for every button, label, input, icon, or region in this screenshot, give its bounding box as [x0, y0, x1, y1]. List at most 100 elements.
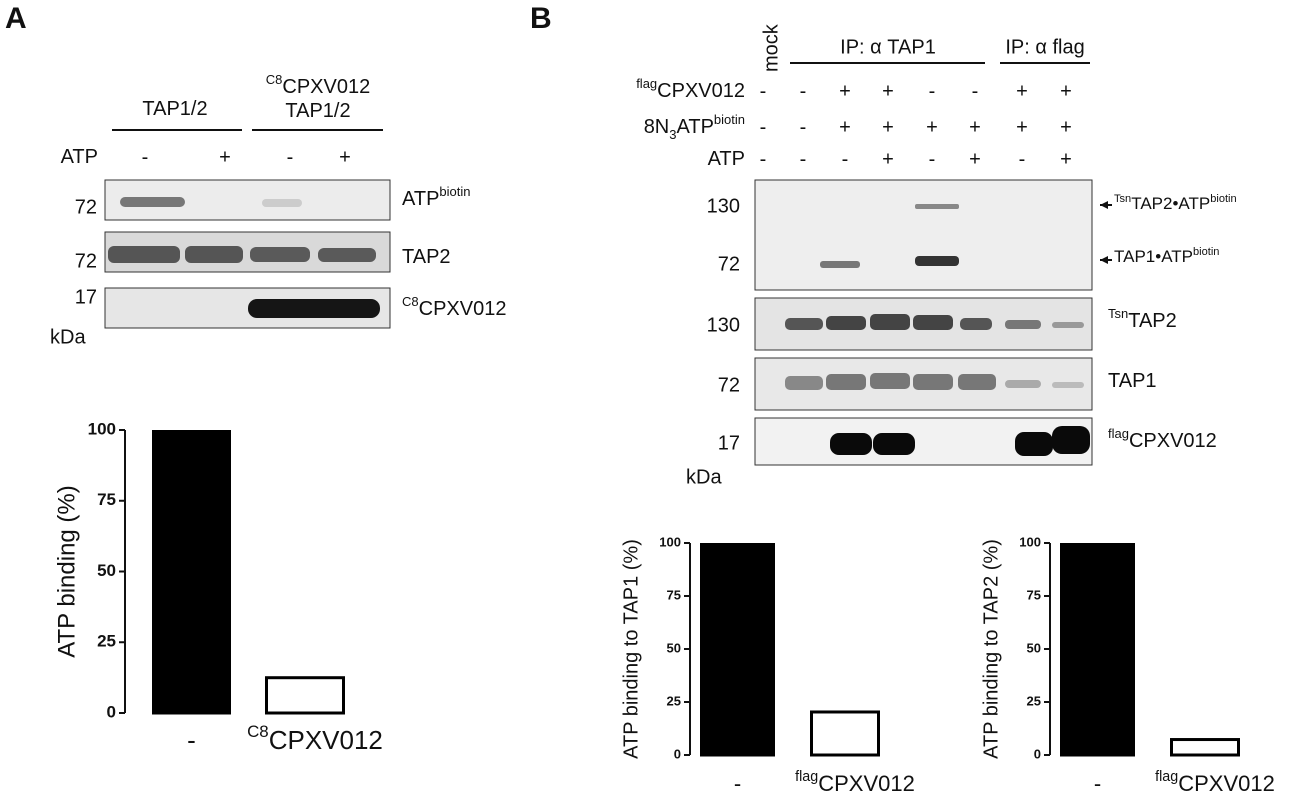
band: [826, 374, 866, 390]
label-part: CPXV012: [269, 725, 383, 755]
label-part: flag: [795, 769, 818, 785]
y-tick-label: 50: [667, 640, 681, 655]
blot-a-art: [104, 129, 391, 329]
x-tick-label: -: [1094, 771, 1101, 796]
label-part: CPXV012: [419, 298, 507, 320]
label-part: CPXV012: [657, 80, 745, 102]
y-tick-label: 0: [107, 702, 116, 721]
y-tick-label: 25: [667, 693, 681, 708]
band: [913, 315, 953, 330]
band: [318, 248, 376, 262]
y-axis-title: ATP binding to TAP1 (%): [620, 539, 642, 759]
sign: +: [882, 80, 894, 102]
label-part: TAP2•ATP: [1131, 194, 1210, 213]
sign: -: [142, 146, 149, 168]
y-tick-label: 25: [1027, 693, 1041, 708]
label-part: ATP: [708, 148, 745, 170]
band: [1005, 320, 1041, 329]
label-part: Tsn: [1114, 193, 1131, 205]
sign: -: [760, 116, 767, 138]
label-part: C8: [402, 294, 419, 309]
band: [915, 256, 959, 266]
label-part: 8N: [644, 116, 670, 138]
sign: +: [882, 148, 894, 170]
x-tick-label: flagCPXV012: [795, 769, 915, 796]
label-part: biotin: [1210, 193, 1236, 205]
y-tick-label: 0: [1034, 746, 1041, 761]
label-part: TAP1/2: [285, 100, 350, 122]
row-label: ATP: [61, 146, 98, 168]
y-tick-label: 75: [97, 490, 116, 509]
band: [873, 433, 915, 455]
x-tick-label: flagCPXV012: [1155, 769, 1275, 796]
marker: 17: [718, 432, 740, 454]
marker: 17: [75, 286, 97, 308]
band: [185, 246, 243, 263]
band: [1015, 432, 1053, 456]
band: [248, 299, 380, 318]
label-part: TAP1•ATP: [1114, 247, 1193, 266]
sign: +: [839, 116, 851, 138]
y-tick-label: 100: [88, 419, 116, 438]
label-part: Tsn: [1108, 306, 1128, 321]
bar: [1060, 543, 1135, 757]
sign: -: [800, 80, 807, 102]
panel-label: A: [5, 2, 27, 35]
band: [830, 433, 872, 455]
sign: -: [972, 80, 979, 102]
unit: kDa: [50, 326, 86, 348]
label-part: CPXV012: [282, 76, 370, 98]
band: [958, 374, 996, 390]
bar: [700, 543, 775, 757]
x-tick-label: -: [734, 771, 741, 796]
group-label: IP: α flag: [1005, 36, 1084, 58]
group-label: IP: α TAP1: [840, 36, 936, 58]
y-tick-label: 75: [667, 587, 681, 602]
sign: +: [219, 146, 231, 168]
sign: +: [882, 116, 894, 138]
band: [913, 374, 953, 390]
band: [785, 318, 823, 330]
y-tick-label: 75: [1027, 587, 1041, 602]
label-part: ATP: [677, 116, 714, 138]
y-tick-label: 0: [674, 746, 681, 761]
panel-label: B: [530, 2, 552, 35]
sign: -: [800, 148, 807, 170]
sign: -: [1019, 148, 1026, 170]
label-part: CPXV012: [1129, 430, 1217, 452]
band-label: ATPbiotin: [402, 184, 471, 210]
marker: 72: [75, 250, 97, 272]
band-label: flagCPXV012: [1108, 426, 1217, 452]
label-part: CPXV012: [1178, 771, 1275, 796]
y-tick-label: 100: [659, 534, 681, 549]
sign: +: [969, 148, 981, 170]
sign: -: [929, 80, 936, 102]
group-label: TAP1/2: [142, 98, 207, 120]
label-part: TAP2: [1128, 310, 1177, 332]
blot: [754, 179, 1093, 291]
bar: [810, 710, 880, 757]
band-label: TAP1•ATPbiotin: [1114, 246, 1219, 267]
x-tick-label: -: [187, 725, 196, 755]
sign: +: [1060, 148, 1072, 170]
x-tick-label: C8CPXV012: [247, 722, 383, 755]
label-part: CPXV012: [818, 771, 915, 796]
label-part: flag: [1108, 426, 1129, 441]
sign: -: [760, 80, 767, 102]
band: [1005, 380, 1041, 388]
label-part: C8: [266, 72, 283, 87]
band: [1052, 382, 1084, 388]
bar: [265, 676, 345, 715]
sign: +: [1016, 80, 1028, 102]
y-tick-label: 50: [97, 561, 116, 580]
band-label: C8CPXV012: [402, 294, 506, 320]
band: [250, 247, 310, 262]
band-label: TAP1: [1108, 370, 1157, 392]
marker: 130: [707, 195, 740, 217]
label-part: ATP: [402, 188, 439, 210]
y-tick-label: 25: [97, 632, 116, 651]
band: [1052, 322, 1084, 328]
group-label: C8CPXV012: [266, 72, 370, 98]
y-axis-title: ATP binding to TAP2 (%): [980, 539, 1002, 759]
